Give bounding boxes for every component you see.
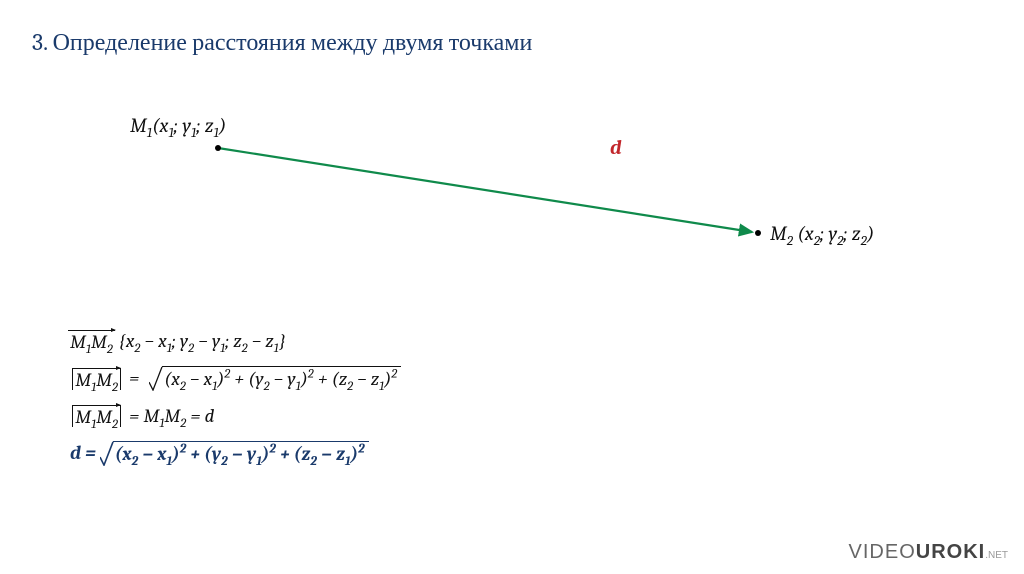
label-m1-text: M1(x1; y1; z1) xyxy=(130,114,226,137)
label-m2-text: M2 (x2; y2; z2) xyxy=(770,222,874,245)
label-m1: M1(x1; y1; z1) xyxy=(130,114,226,137)
formula-vector-components: M1M2 {x2 − x1; y2 − y1; z2 − z1} xyxy=(70,330,401,352)
sqrt-final: (x2 − x1)2 + (y2 − y1)2 + (z2 − z1)2 xyxy=(100,441,369,466)
watermark: VIDEOUROKI.NET xyxy=(849,541,1008,564)
components-text: {x2 − x1; y2 − y1; z2 − z1} xyxy=(119,332,286,351)
sqrt-expr: (x2 − x1)2 + (y2 − y1)2 + (z2 − z1)2 xyxy=(149,366,401,391)
abs-vector-2: M1M2 xyxy=(70,405,123,427)
formulas-block: M1M2 {x2 − x1; y2 − y1; z2 − z1} M1M2 = … xyxy=(70,330,401,480)
formula-final: d = (x2 − x1)2 + (y2 − y1)2 + (z2 − z1)2 xyxy=(70,441,401,466)
abs-vector: M1M2 xyxy=(70,368,123,390)
label-d: d xyxy=(610,136,622,159)
point-m1-dot xyxy=(215,145,221,151)
page-title: 3. Определение расстояния между двумя то… xyxy=(32,28,532,57)
vector-diagram: M1(x1; y1; z1) M2 (x2; y2; z2) d xyxy=(0,100,1024,280)
point-m2-dot xyxy=(755,230,761,236)
formula-magnitude: M1M2 = (x2 − x1)2 + (y2 − y1)2 + (z2 − z… xyxy=(70,366,401,391)
vector-symbol: M1M2 xyxy=(70,330,113,352)
label-m2: M2 (x2; y2; z2) xyxy=(770,222,874,245)
vector-line xyxy=(218,148,752,232)
formula-equals-d: M1M2 = M1M2 = d xyxy=(70,405,401,427)
